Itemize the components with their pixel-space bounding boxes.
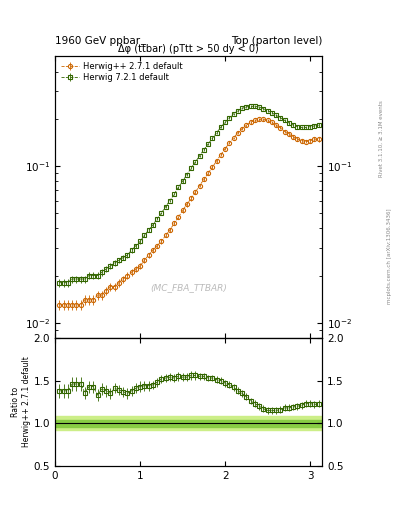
Legend: Herwig++ 2.7.1 default, Herwig 7.2.1 default: Herwig++ 2.7.1 default, Herwig 7.2.1 def… [59,60,185,84]
Title: Δφ (tt̅bar) (pTtt > 50 dy < 0): Δφ (tt̅bar) (pTtt > 50 dy < 0) [118,44,259,54]
Text: mcplots.cern.ch [arXiv:1306.3436]: mcplots.cern.ch [arXiv:1306.3436] [387,208,391,304]
Text: Top (parton level): Top (parton level) [231,36,322,46]
Text: Rivet 3.1.10, ≥ 3.1M events: Rivet 3.1.10, ≥ 3.1M events [379,100,384,177]
Text: 1960 GeV ppbar: 1960 GeV ppbar [55,36,140,46]
Y-axis label: Ratio to
Herwig++ 2.7.1 default: Ratio to Herwig++ 2.7.1 default [11,356,31,447]
Text: (MC_FBA_TTBAR): (MC_FBA_TTBAR) [150,283,227,292]
